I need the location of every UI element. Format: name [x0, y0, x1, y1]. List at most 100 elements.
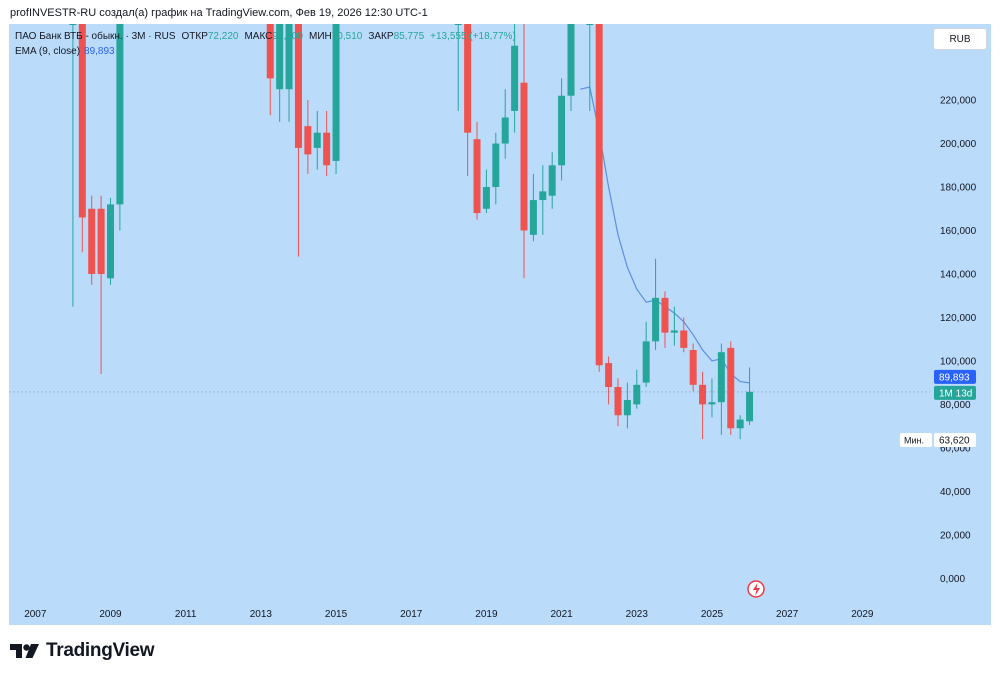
candle-body: [97, 208, 105, 274]
candle[interactable]: [661, 291, 669, 348]
replay-icon[interactable]: [747, 580, 765, 598]
price-tags: 89,893 1M 13d Мин. 63,620: [900, 369, 976, 447]
candle[interactable]: [482, 169, 490, 214]
candle[interactable]: [595, 24, 603, 372]
price-axis: 220,000 200,000 180,000 160,000 140,000 120,0…: [940, 96, 977, 585]
y-tick-label: 20,000: [940, 530, 971, 541]
candle[interactable]: [285, 24, 293, 122]
time-axis: 2007 2009 2011 2013 2015 2017 2019 2021 2023 2025…: [24, 609, 874, 620]
candle-body: [699, 384, 707, 405]
candle-body: [689, 350, 697, 385]
tradingview-logo-icon: [10, 644, 39, 658]
candle-body: [482, 187, 490, 209]
candle[interactable]: [614, 378, 622, 427]
candle[interactable]: [473, 121, 481, 220]
svg-text:89,893: 89,893: [939, 372, 970, 383]
candle[interactable]: [266, 24, 274, 116]
candle-body: [332, 24, 340, 161]
candle[interactable]: [276, 24, 284, 122]
candle-body: [614, 386, 622, 416]
candle-body: [633, 384, 641, 405]
candle[interactable]: [670, 306, 678, 346]
candle[interactable]: [116, 24, 124, 231]
candle-body: [511, 45, 519, 111]
candle[interactable]: [727, 341, 735, 435]
candle[interactable]: [642, 321, 650, 387]
chart-area[interactable]: [9, 24, 991, 625]
candle-body: [454, 24, 462, 25]
candle-body: [670, 330, 678, 333]
candle-body: [736, 419, 744, 429]
candle[interactable]: [304, 100, 312, 174]
candle-body: [567, 24, 575, 96]
candle[interactable]: [323, 110, 331, 177]
ohlc-legend: ПАО Банк ВТБ - обыкн. · 3М · RUS ОТКР72,…: [15, 31, 516, 42]
ema-legend[interactable]: EMA (9, close) 89,893: [15, 46, 115, 57]
x-tick-label: 2019: [475, 609, 498, 620]
candle-body: [680, 330, 688, 348]
close-value: ЗАКР85,775: [368, 31, 425, 42]
candle[interactable]: [633, 369, 641, 409]
candle[interactable]: [511, 24, 519, 133]
svg-text:63,620: 63,620: [939, 435, 970, 446]
candle[interactable]: [539, 165, 547, 235]
candle[interactable]: [520, 24, 528, 279]
candle[interactable]: [332, 24, 340, 174]
candle[interactable]: [736, 415, 744, 440]
y-tick-label: 220,000: [940, 96, 977, 107]
brand-name: TradingView: [46, 640, 155, 661]
candle-body: [595, 24, 603, 366]
tradingview-logo[interactable]: TradingView: [10, 640, 155, 662]
currency-button[interactable]: RUB: [933, 28, 987, 50]
candle-body: [473, 139, 481, 214]
candle[interactable]: [97, 195, 105, 374]
candle[interactable]: [680, 317, 688, 353]
candle[interactable]: [78, 24, 86, 253]
candle-body: [492, 143, 500, 188]
candle[interactable]: [454, 24, 462, 111]
candles: [69, 24, 754, 440]
candle[interactable]: [717, 343, 725, 435]
candle-body: [539, 191, 547, 201]
countdown-tag: 1M 13d: [934, 385, 976, 400]
y-tick-label: 60,000: [940, 443, 971, 454]
candle[interactable]: [464, 24, 472, 177]
x-tick-label: 2011: [175, 609, 197, 620]
y-tick-label: 0,000: [940, 574, 965, 585]
y-tick-label: 100,000: [940, 356, 977, 367]
candle[interactable]: [88, 195, 96, 285]
candle[interactable]: [69, 24, 77, 307]
candle[interactable]: [567, 24, 575, 111]
candle[interactable]: [746, 367, 754, 426]
candle[interactable]: [699, 371, 707, 440]
candle-body: [69, 24, 77, 25]
candle[interactable]: [529, 173, 537, 242]
candle[interactable]: [294, 24, 302, 257]
candle[interactable]: [492, 132, 500, 205]
candle-body: [652, 297, 660, 342]
candle-body: [294, 24, 302, 148]
candle-body: [548, 165, 556, 196]
symbol-label[interactable]: ПАО Банк ВТБ - обыкн. · 3М · RUS: [15, 31, 176, 42]
candle-body: [304, 126, 312, 155]
candle[interactable]: [501, 89, 509, 159]
candle[interactable]: [708, 378, 716, 418]
candle[interactable]: [106, 197, 114, 285]
x-tick-label: 2017: [400, 609, 423, 620]
candle[interactable]: [689, 343, 697, 392]
candle-body: [642, 341, 650, 383]
svg-text:1M 13d: 1M 13d: [939, 388, 972, 399]
candle[interactable]: [586, 24, 594, 111]
candle-body: [88, 208, 96, 274]
candle[interactable]: [652, 258, 660, 351]
candle[interactable]: [548, 152, 556, 209]
candle[interactable]: [623, 382, 631, 429]
candle-body: [116, 24, 124, 205]
x-tick-label: 2013: [250, 609, 273, 620]
candle[interactable]: [605, 356, 613, 405]
x-tick-label: 2027: [776, 609, 799, 620]
candle[interactable]: [558, 78, 566, 181]
candle[interactable]: [313, 110, 321, 170]
candle-body: [323, 132, 331, 166]
